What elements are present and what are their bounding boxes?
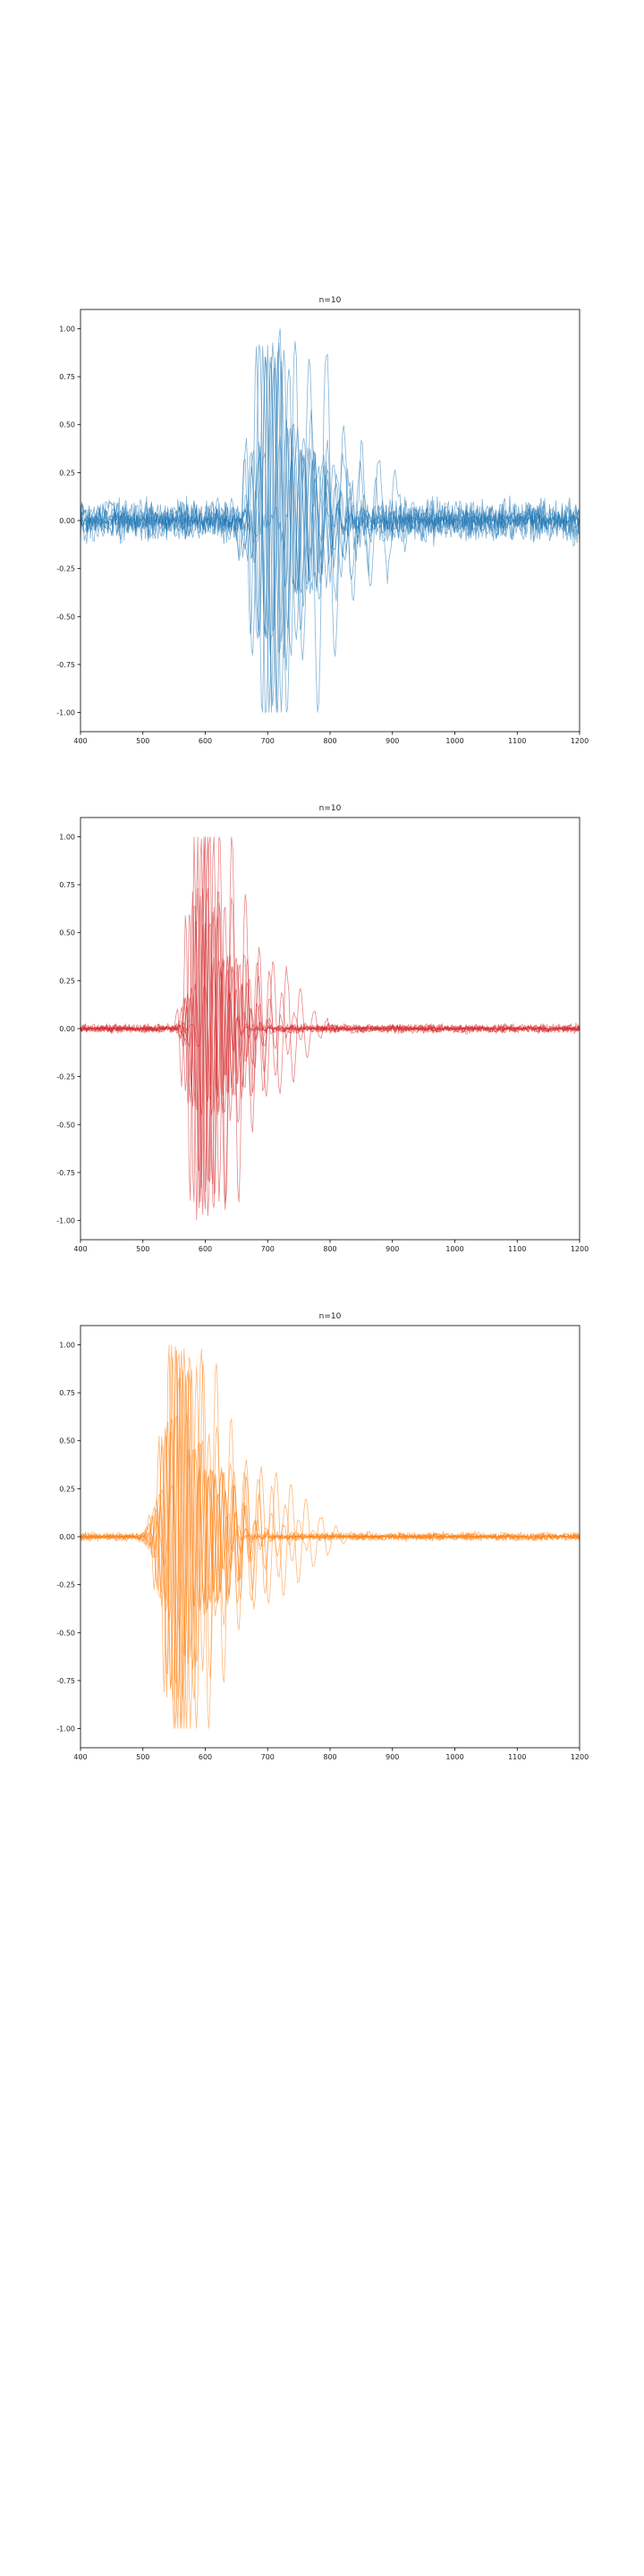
- x-tick-label: 400: [73, 737, 87, 745]
- y-tick-label: -0.25: [56, 565, 75, 573]
- y-tick-label: 0.50: [59, 421, 75, 429]
- series-line-9: [80, 1348, 580, 1729]
- series-line-5: [80, 351, 580, 713]
- x-tick-label: 1100: [508, 1753, 526, 1761]
- x-tick-label: 800: [323, 737, 336, 745]
- x-tick-label: 700: [261, 737, 275, 745]
- series-line-3: [80, 836, 580, 1202]
- y-tick-label: 0.75: [59, 373, 75, 381]
- y-tick-label: 1.00: [59, 1341, 75, 1349]
- series-line-7: [80, 836, 580, 1208]
- x-tick-label: 500: [136, 1753, 149, 1761]
- chart-panel-3: n=10 400 500 600 700 800 900 1000 1100 1200 -1.00 -…: [56, 1312, 589, 1761]
- y-tick-label: -0.25: [56, 1581, 75, 1589]
- y-tick-label: 0.75: [59, 1389, 75, 1397]
- y-tick-label: 0.00: [59, 1533, 75, 1541]
- chart-panel-2: n=10 400 500 600 700 800 900 1000 1100 1200 -1.00 -…: [56, 804, 589, 1253]
- y-tick-label: 0.25: [59, 469, 75, 477]
- series-line-8: [80, 836, 580, 1209]
- x-tick-label: 800: [323, 1753, 336, 1761]
- y-tick-label: -0.50: [56, 1121, 75, 1129]
- x-tick-label: 400: [73, 1753, 87, 1761]
- x-tick-label: 1100: [508, 737, 526, 745]
- y-tick-label: 0.00: [59, 1025, 75, 1033]
- y-tick-label: -1.00: [56, 709, 75, 717]
- y-tick-label: -0.50: [56, 1629, 75, 1637]
- x-tick-label: 600: [199, 1245, 212, 1253]
- chart-title: n=10: [319, 1312, 342, 1321]
- y-tick-label: 1.00: [59, 325, 75, 333]
- series-line-6: [80, 836, 580, 1201]
- y-tick-label: 0.00: [59, 517, 75, 525]
- series-line-10: [80, 836, 580, 1202]
- chart-title: n=10: [319, 296, 342, 305]
- y-tick-label: -0.50: [56, 613, 75, 621]
- y-tick-label: -1.00: [56, 1725, 75, 1733]
- x-tick-label: 1000: [445, 1245, 463, 1253]
- x-tick-label: 800: [323, 1245, 336, 1253]
- series-line-10: [80, 328, 580, 707]
- y-tick-label: -0.75: [56, 661, 75, 669]
- x-tick-label: 900: [386, 1245, 399, 1253]
- x-tick-label: 600: [199, 1753, 212, 1761]
- x-tick-label: 1200: [571, 1245, 589, 1253]
- x-tick-label: 700: [261, 1753, 275, 1761]
- series-line-4: [80, 1348, 580, 1729]
- x-tick-label: 1200: [571, 737, 589, 745]
- y-tick-label: 0.25: [59, 977, 75, 985]
- series-line-8: [80, 350, 580, 713]
- y-tick-label: 0.25: [59, 1485, 75, 1493]
- y-tick-label: -0.75: [56, 1169, 75, 1177]
- series-group: [80, 1344, 580, 1729]
- y-tick-label: 0.50: [59, 929, 75, 937]
- x-tick-label: 600: [199, 737, 212, 745]
- x-tick-label: 500: [136, 737, 149, 745]
- x-tick-label: 1100: [508, 1245, 526, 1253]
- chart-panel-1: n=10 400 500 600 700 800 900 1000 1100 1200 -1.00 -…: [56, 296, 589, 745]
- series-line-9: [80, 353, 580, 713]
- x-tick-label: 1000: [445, 737, 463, 745]
- y-tick-label: 1.00: [59, 833, 75, 841]
- series-line-9: [80, 836, 580, 1210]
- x-tick-label: 500: [136, 1245, 149, 1253]
- y-tick-label: -1.00: [56, 1217, 75, 1225]
- x-tick-label: 900: [386, 737, 399, 745]
- x-tick-label: 400: [73, 1245, 87, 1253]
- x-tick-label: 1000: [445, 1753, 463, 1761]
- y-tick-label: -0.75: [56, 1677, 75, 1685]
- chart-title: n=10: [319, 804, 342, 813]
- series-line-10: [80, 1356, 580, 1729]
- series-group: [80, 328, 580, 714]
- y-tick-label: 0.50: [59, 1437, 75, 1445]
- series-group: [80, 836, 580, 1221]
- y-tick-label: 0.75: [59, 881, 75, 889]
- y-tick-label: -0.25: [56, 1073, 75, 1081]
- series-line-5: [80, 836, 580, 1208]
- x-tick-label: 900: [386, 1753, 399, 1761]
- x-tick-label: 700: [261, 1245, 275, 1253]
- x-tick-label: 1200: [571, 1753, 589, 1761]
